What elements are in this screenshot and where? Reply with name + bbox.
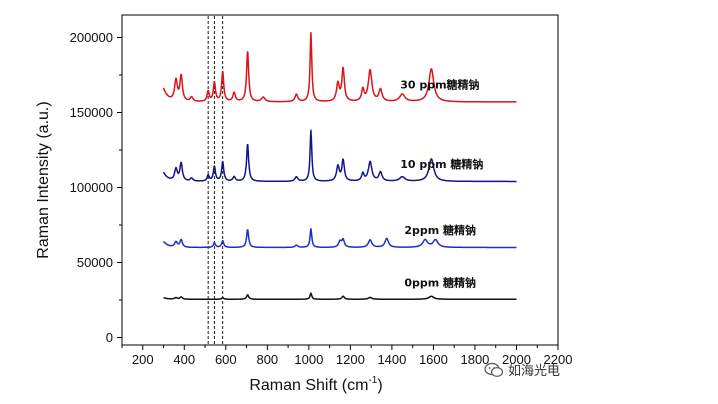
y-axis-title: Raman Intensity (a.u.) (35, 101, 52, 258)
y-tick-label: 200000 (70, 30, 113, 45)
x-tick-label: 1400 (377, 352, 406, 367)
x-tick-label: 200 (132, 352, 154, 367)
x-tick-label: 800 (256, 352, 278, 367)
series-label: 30 ppm糖精钠 (400, 78, 479, 92)
series-label: 0ppm 糖精钠 (404, 276, 476, 290)
y-tick-label: 50000 (77, 255, 113, 270)
watermark: 如海光电 (484, 360, 560, 379)
x-axis-title: Raman Shift (cm-1) (249, 375, 382, 394)
x-tick-label: 2200 (544, 352, 573, 367)
series-labels: 30 ppm糖精钠 10 ppm 糖精钠 2ppm 糖精钠 0ppm 糖精钠 (400, 78, 483, 290)
watermark-text: 如海光电 (508, 364, 561, 379)
x-tick-label: 1600 (419, 352, 448, 367)
series-line (162, 31, 517, 103)
y-tick-label: 150000 (70, 105, 113, 120)
wechat-icon (484, 362, 504, 377)
series-line (163, 292, 517, 300)
reference-lines (207, 16, 224, 344)
y-tick-label: 100000 (70, 180, 113, 195)
plot-frame (121, 14, 559, 346)
x-tick-label: 400 (173, 352, 195, 367)
x-tick-label: 1800 (460, 352, 489, 367)
x-tick-label: 600 (215, 352, 237, 367)
x-tick-label: 1000 (294, 352, 323, 367)
series-line (162, 227, 517, 249)
x-tick-label: 2000 (502, 352, 531, 367)
y-axis: 0 50000 100000 150000 200000 (70, 30, 122, 345)
y-tick-label: 0 (106, 330, 113, 345)
series-label: 10 ppm 糖精钠 (400, 157, 483, 171)
series-lines (162, 31, 517, 300)
x-tick-label: 1200 (336, 352, 365, 367)
series-label: 2ppm 糖精钠 (404, 223, 476, 237)
series-line (162, 129, 517, 183)
x-axis: 200 400 600 800 1000 1200 1400 1600 1800 2000 2200 (121, 345, 573, 367)
